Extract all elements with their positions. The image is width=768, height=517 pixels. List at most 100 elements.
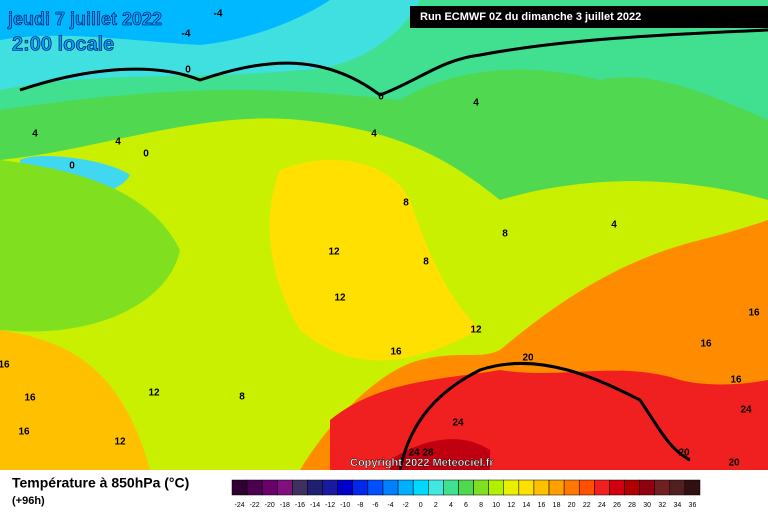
color-tick-label: -8: [357, 502, 363, 509]
contour-label: 24: [452, 418, 464, 429]
contour-label: 8: [239, 392, 245, 403]
contour-label: -4: [214, 9, 223, 20]
copyright: Copyright 2022 Meteociel.fr: [350, 457, 494, 469]
color-tick-label: 0: [419, 502, 423, 509]
contour-label: 12: [114, 437, 126, 448]
contour-label: 4: [473, 98, 479, 109]
contour-label: -4: [182, 29, 191, 40]
contour-label: 0: [185, 65, 191, 76]
contour-label: 20: [728, 458, 740, 469]
lead-time: (+96h): [12, 495, 45, 507]
contour-label: 12: [148, 388, 160, 399]
contour-label: 28: [422, 448, 434, 459]
contour-label: 0: [378, 92, 384, 103]
forecast-date: jeudi 7 juillet 2022: [7, 9, 162, 29]
color-tick-label: 34: [673, 502, 681, 509]
color-cell: [563, 479, 580, 496]
color-cell: [503, 479, 520, 496]
color-cell: [639, 479, 655, 496]
color-tick-label: 32: [658, 502, 666, 509]
color-cell: [307, 479, 323, 496]
color-cell: [443, 479, 459, 496]
forecast-time: 2:00 locale: [12, 33, 114, 55]
color-tick-label: 28: [628, 502, 636, 509]
color-cell: [578, 479, 595, 496]
color-tick-label: 14: [522, 502, 530, 509]
color-cell: [624, 479, 640, 496]
color-cell: [548, 479, 565, 496]
color-cell: [518, 479, 535, 496]
contour-label: 16: [390, 347, 402, 358]
run-info: Run ECMWF 0Z du dimanche 3 juillet 2022: [420, 11, 641, 23]
color-tick-label: 4: [449, 502, 453, 509]
color-cell: [412, 479, 429, 496]
color-tick-label: 30: [643, 502, 651, 509]
color-cell: [261, 479, 278, 496]
color-cell: [458, 479, 474, 496]
color-cell: [367, 479, 384, 496]
contour-label: 8: [502, 229, 508, 240]
color-tick-label: -20: [265, 502, 275, 509]
color-cell: [609, 479, 625, 496]
color-tick-label: -18: [280, 502, 290, 509]
contour-label: 20: [678, 448, 690, 459]
contour-label: 24: [408, 448, 420, 459]
color-tick-label: -6: [372, 502, 378, 509]
color-cell: [684, 479, 701, 496]
color-tick-label: -22: [250, 502, 260, 509]
contour-label: 16: [700, 339, 712, 350]
color-tick-label: 16: [538, 502, 546, 509]
color-cell: [337, 479, 354, 496]
contour-label: 12: [334, 293, 346, 304]
color-cell: [488, 479, 504, 496]
contour-label: 0: [69, 161, 75, 172]
color-tick-label: 18: [553, 502, 561, 509]
color-cell: [654, 479, 671, 496]
color-tick-label: 6: [464, 502, 468, 509]
contour-label: 16: [18, 427, 30, 438]
contour-label: 4: [32, 129, 38, 140]
color-tick-label: -16: [295, 502, 305, 509]
contour-label: 24: [740, 405, 752, 416]
color-cell: [428, 479, 444, 496]
color-tick-label: -4: [387, 502, 393, 509]
color-tick-label: 10: [492, 502, 500, 509]
color-tick-label: -10: [340, 502, 350, 509]
color-cell: [277, 479, 293, 496]
color-tick-label: 26: [613, 502, 621, 509]
contour-label: 16: [24, 393, 36, 404]
color-tick-label: 36: [689, 502, 697, 509]
contour-label: 4: [115, 137, 121, 148]
contour-label: 4: [611, 220, 617, 231]
color-cell: [473, 479, 489, 496]
color-cell: [246, 479, 263, 496]
color-tick-label: 20: [568, 502, 576, 509]
color-tick-label: -24: [234, 502, 244, 509]
contour-label: 16: [748, 308, 760, 319]
color-cell: [533, 479, 550, 496]
color-cell: [292, 479, 308, 496]
legend-title: Température à 850hPa (°C): [12, 475, 189, 491]
color-tick-label: -12: [325, 502, 335, 509]
color-tick-label: -2: [402, 502, 408, 509]
contour-label: 0: [143, 149, 149, 160]
contour-label: 8: [423, 257, 429, 268]
color-tick-label: 8: [479, 502, 483, 509]
color-cell: [231, 479, 248, 496]
color-tick-label: 22: [583, 502, 591, 509]
contour-label: 16: [730, 375, 742, 386]
color-cell: [669, 479, 686, 496]
color-tick-label: 2: [434, 502, 438, 509]
color-cell: [382, 479, 399, 496]
contour-label: 16: [0, 360, 10, 371]
color-cell: [594, 479, 610, 496]
color-cell: [397, 479, 414, 496]
color-tick-label: 12: [507, 502, 515, 509]
contour-label: 4: [371, 129, 377, 140]
contour-label: 12: [328, 247, 340, 258]
color-tick-label: 24: [598, 502, 606, 509]
map: [0, 0, 768, 471]
color-tick-label: -14: [310, 502, 320, 509]
color-cell: [322, 479, 338, 496]
